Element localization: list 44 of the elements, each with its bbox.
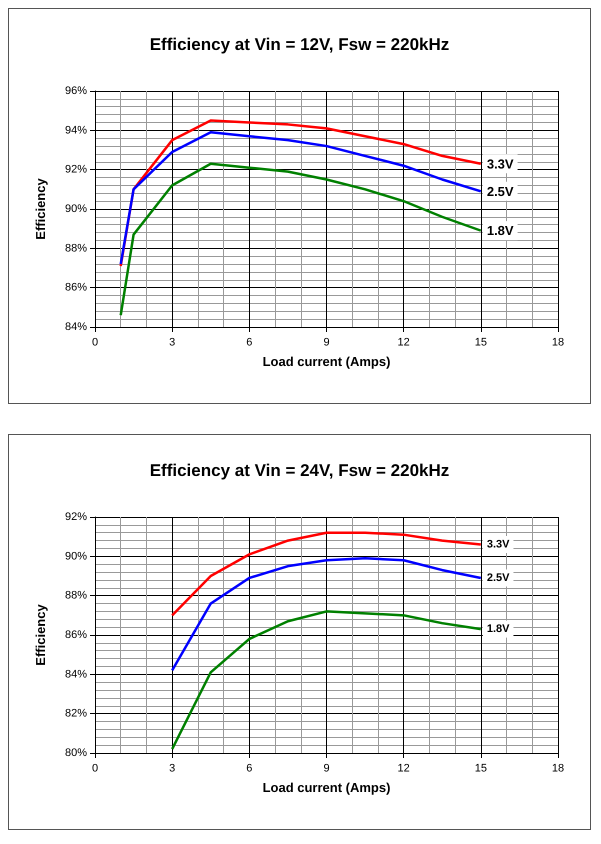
chart-title: Efficiency at Vin = 24V, Fsw = 220kHz <box>150 461 450 480</box>
x-tick-label: 3 <box>169 762 176 774</box>
y-tick-label: 88% <box>64 242 88 254</box>
x-tick-label: 0 <box>92 336 98 348</box>
y-tick-label: 80% <box>64 747 88 759</box>
x-tick-label: 3 <box>169 336 176 348</box>
chart-title: Efficiency at Vin = 12V, Fsw = 220kHz <box>150 35 450 54</box>
x-tick-label: 18 <box>552 762 564 774</box>
y-tick-label: 92% <box>64 164 88 176</box>
y-tick-label: 82% <box>64 708 88 720</box>
y-axis-title: Efficiency <box>33 178 48 240</box>
x-axis-title: Load current (Amps) <box>262 354 390 369</box>
series-label: 2.5V <box>486 572 510 584</box>
series-label: 3.3V <box>486 538 510 551</box>
x-tick-label: 12 <box>398 336 410 348</box>
x-tick-label: 6 <box>246 762 252 774</box>
x-tick-label: 15 <box>474 762 487 774</box>
y-tick-label: 90% <box>64 550 88 562</box>
x-axis-title: Load current (Amps) <box>262 780 390 795</box>
x-tick-label: 18 <box>552 336 564 348</box>
series-label: 1.8V <box>486 223 514 238</box>
x-tick-label: 0 <box>92 762 98 774</box>
x-tick-label: 9 <box>323 336 330 348</box>
y-tick-label: 90% <box>64 203 88 215</box>
line-series <box>119 162 482 316</box>
y-tick-label: 84% <box>64 668 88 680</box>
series-label: 2.5V <box>486 184 514 199</box>
x-tick-label: 9 <box>323 762 330 774</box>
x-tick-label: 15 <box>474 336 487 348</box>
y-tick-label: 96% <box>64 85 88 97</box>
series-label: 1.8V <box>486 623 510 636</box>
series-label: 3.3V <box>486 156 514 172</box>
x-tick-label: 6 <box>246 336 252 348</box>
line-series <box>170 557 482 672</box>
y-tick-label: 86% <box>64 629 88 641</box>
x-tick-label: 12 <box>398 762 410 774</box>
y-axis-title: Efficiency <box>33 604 48 666</box>
y-tick-label: 86% <box>64 282 88 294</box>
y-tick-label: 84% <box>64 321 88 333</box>
y-tick-label: 94% <box>64 124 88 136</box>
y-tick-label: 88% <box>64 590 88 602</box>
y-tick-label: 92% <box>64 511 88 523</box>
line-series <box>170 610 482 750</box>
line-series <box>170 531 482 617</box>
